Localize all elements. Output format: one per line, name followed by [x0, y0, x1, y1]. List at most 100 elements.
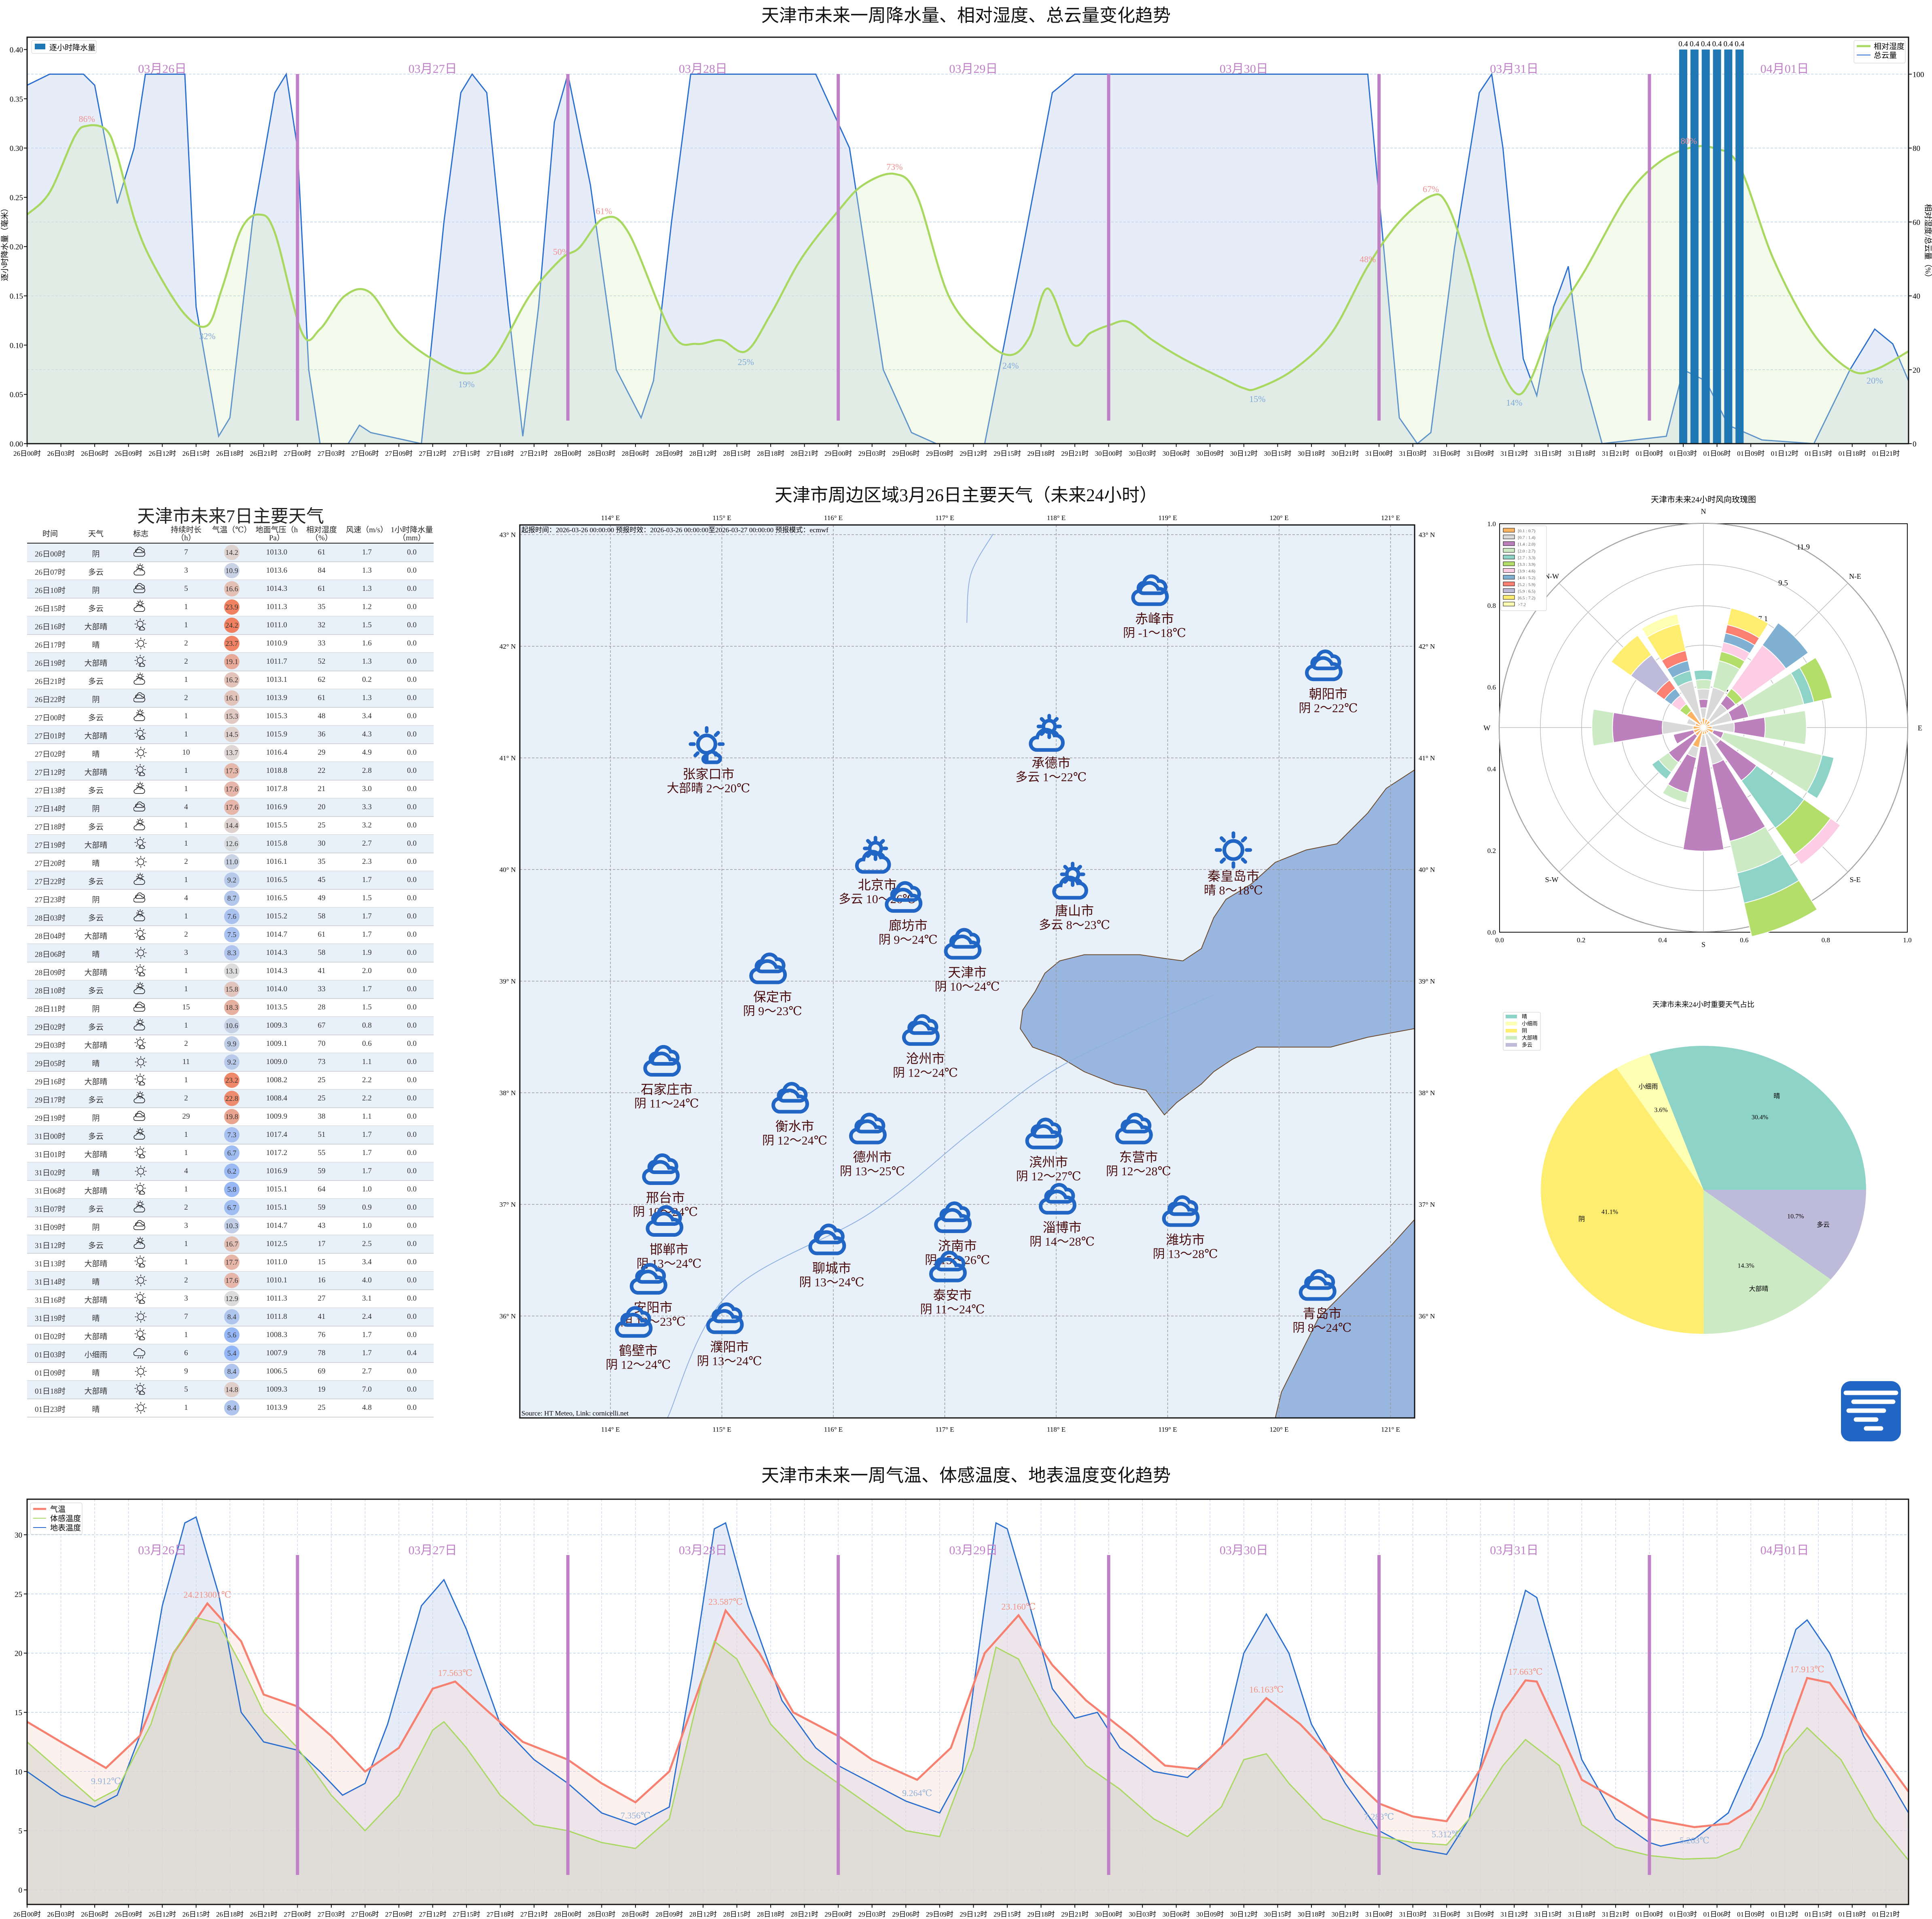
weather-cell: 多云	[88, 1096, 104, 1104]
cloud-icon	[133, 568, 145, 575]
back-cloud-icon	[754, 952, 786, 973]
precipitation-cell: 0.0	[407, 894, 417, 902]
cloud-icon	[138, 1154, 145, 1158]
temperature-bubble: 7.6	[224, 909, 239, 924]
pie-percent-label: 3.6%	[1654, 1107, 1667, 1114]
temp-extreme-label: 5.312℃	[1432, 1829, 1462, 1839]
duration-cell: 2	[184, 694, 188, 702]
temp-extreme-label: 24.213001℃	[184, 1590, 231, 1600]
sun-ray	[1053, 717, 1059, 723]
weather-cell: 大部晴	[84, 1078, 108, 1086]
wind-speed-cell: 1.7	[362, 876, 372, 884]
temperature-bubble: 10.9	[224, 563, 239, 578]
table-row: 01日03时 小细雨 6 5.4 1007.9 78 1.7 0.4	[27, 1344, 434, 1363]
sun-ray	[136, 1403, 138, 1405]
humidity-cell: 59	[318, 1167, 326, 1175]
duration-cell: 15	[182, 1003, 190, 1011]
city-forecast: 阴 13～28℃	[1153, 1247, 1218, 1261]
x-tick-label: 26日06时	[81, 1911, 108, 1918]
rose-direction-label: S-W	[1545, 876, 1559, 884]
sun-ray	[143, 857, 145, 859]
pie-slice-label: 大部晴	[1749, 1285, 1768, 1293]
city-forecast: 阴 2～22℃	[1299, 702, 1358, 715]
time-cell: 26日00时	[34, 550, 66, 559]
table-row: 27日14时 阴 4 17.6 1016.9 20 3.3 0.0	[27, 798, 434, 817]
humidity-area	[27, 125, 1909, 444]
x-tick-label: 31日00时	[1365, 1911, 1393, 1918]
precipitation-cell: 0.0	[407, 548, 417, 556]
time-cell: 31日07时	[34, 1205, 66, 1214]
sea-area	[1020, 769, 1415, 1116]
x-tick-label: 30日21时	[1331, 450, 1359, 457]
temperature-bubble: 23.9	[224, 599, 239, 615]
humidity-cell: 61	[318, 584, 326, 593]
legend-swatch	[1503, 575, 1515, 580]
humidity-cell: 41	[318, 1312, 326, 1321]
rose-direction-label: W	[1483, 724, 1490, 732]
humidity-cell: 33	[318, 639, 326, 647]
cloud-icon	[133, 1132, 145, 1140]
precipitation-cell: 0.0	[407, 1276, 417, 1284]
pressure-cell: 1017.4	[266, 1130, 288, 1139]
cloud-icon	[138, 844, 145, 849]
pressure-cell: 1012.5	[266, 1240, 288, 1248]
precipitation-cell: 0.0	[407, 1367, 417, 1375]
wind-speed-cell: 1.9	[362, 948, 372, 957]
weather-cell: 多云	[88, 714, 104, 722]
precipitation-cell: 0.0	[407, 748, 417, 757]
x-tick-label: 30日00时	[1095, 1911, 1123, 1918]
time-cell: 31日00时	[34, 1132, 66, 1141]
y-right-tick-label: 20	[1913, 366, 1920, 374]
pressure-cell: 1011.3	[266, 1294, 287, 1303]
cloud-icon	[1115, 1119, 1153, 1145]
sun-icon	[137, 1185, 144, 1191]
legend-swatch	[1506, 1036, 1517, 1040]
weather-icon	[134, 1182, 146, 1195]
wind-speed-cell: 4.3	[362, 730, 372, 738]
y-right-tick-label: 60	[1913, 218, 1920, 227]
rose-direction-label: S	[1701, 940, 1705, 948]
table-row: 27日01时 大部晴 1 14.5 1015.9 36 4.3 0.0	[27, 726, 434, 744]
city-forecast: 阴 13～24℃	[697, 1354, 762, 1368]
back-cloud-icon	[135, 892, 145, 899]
top-chart-title: 天津市未来一周降水量、相对湿度、总云量变化趋势	[761, 6, 1171, 25]
city-name: 赤峰市	[1135, 611, 1174, 626]
temp-extreme-label: 17.663℃	[1508, 1667, 1543, 1677]
sun-ray	[136, 838, 138, 840]
table-title: 天津市未来7日主要天气	[137, 506, 324, 526]
longitude-label: 119° E	[1158, 514, 1177, 522]
humidity-extreme-label: 86%	[78, 114, 95, 124]
sun-ray	[693, 751, 700, 757]
sun-icon	[137, 1331, 144, 1337]
day-label: 03月26日	[138, 1544, 186, 1557]
table-row: 29日19时 阴 29 19.8 1009.9 38 1.1 0.0	[27, 1108, 434, 1126]
duration-cell: 1	[184, 785, 188, 793]
time-cell: 26日10时	[34, 586, 66, 595]
weather-icon	[133, 1091, 145, 1103]
